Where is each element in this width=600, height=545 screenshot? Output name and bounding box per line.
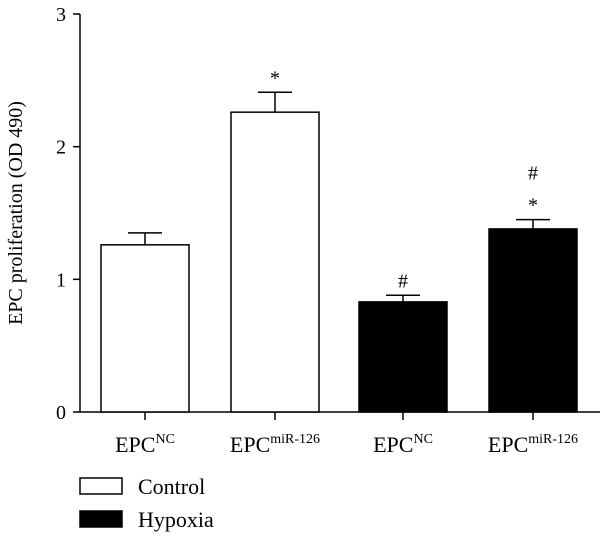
- bar-control: [230, 111, 320, 413]
- significance-asterisk: *: [528, 195, 538, 217]
- legend-label: Hypoxia: [138, 507, 214, 532]
- legend-label: Control: [138, 474, 205, 499]
- significance-hash: #: [528, 163, 538, 185]
- bar-hypoxia: [358, 301, 448, 413]
- legend-swatch: [79, 477, 123, 495]
- legend-swatch: [79, 510, 123, 528]
- bar-hypoxia: [488, 228, 578, 413]
- legend: Control Hypoxia: [79, 474, 214, 532]
- category-labels: EPCNC EPCmiR-126 EPCNC EPCmiR-126: [115, 432, 578, 457]
- significance-asterisk: *: [270, 67, 280, 89]
- x-tick-label: EPCNC: [115, 432, 175, 457]
- y-tick-label: 2: [56, 137, 66, 159]
- x-tick-label: EPCmiR-126: [230, 432, 320, 457]
- y-axis-title: EPC proliferation (OD 490): [5, 101, 27, 325]
- x-tick-label: EPCmiR-126: [488, 432, 578, 457]
- y-tick-label: 0: [56, 402, 66, 424]
- significance-marks: * # * #: [270, 67, 538, 292]
- bars: [100, 91, 578, 420]
- bar-control: [100, 244, 190, 413]
- significance-hash: #: [398, 270, 408, 292]
- y-tick-label: 3: [56, 4, 66, 26]
- y-tick-label: 1: [56, 269, 66, 291]
- x-tick-label: EPCNC: [373, 432, 433, 457]
